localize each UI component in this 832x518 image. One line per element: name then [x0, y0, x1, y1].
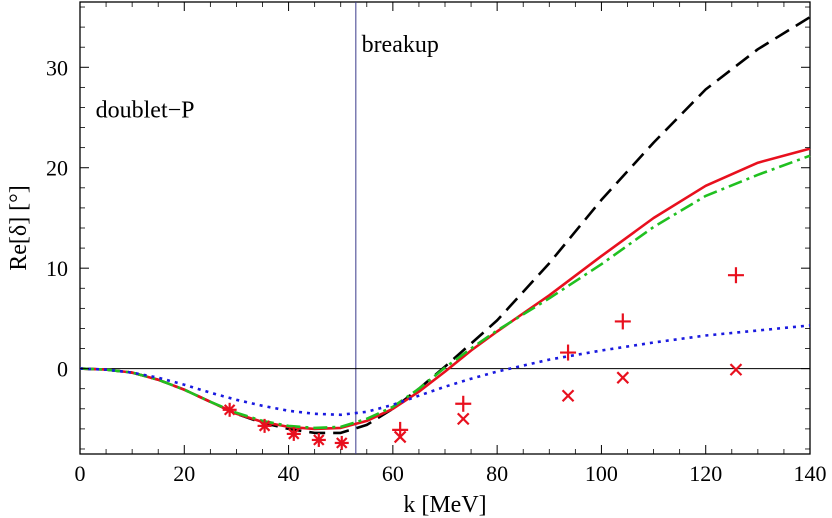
- y-tick-label: 0: [57, 357, 68, 382]
- marker-asterisk: [257, 418, 272, 433]
- x-axis-title: k [MeV]: [403, 492, 486, 518]
- marker-stroke: [456, 412, 470, 426]
- marker-asterisk: [311, 432, 326, 447]
- marker-asterisk: [286, 426, 301, 441]
- marker-stroke: [223, 404, 236, 416]
- series-blue-dotted: [79, 324, 811, 417]
- series-layer: [79, 15, 811, 435]
- marker-plus: [727, 267, 744, 284]
- reference-lines: [80, 2, 810, 454]
- marker-plus: [614, 313, 631, 330]
- y-tick-label: 20: [46, 156, 68, 181]
- annotation-breakup: breakup: [362, 32, 439, 58]
- series-green-dash-dot: [79, 154, 811, 430]
- x-tick-label: 80: [486, 461, 508, 486]
- x-tick-label: 60: [382, 461, 404, 486]
- y-axis-title: Re[δ] [°]: [6, 185, 32, 271]
- x-tick-label: 140: [794, 461, 827, 486]
- y-tick-label: 30: [46, 55, 68, 80]
- x-tick-label: 100: [585, 461, 618, 486]
- annotations: doublet−P breakup: [96, 32, 439, 123]
- x-tick-label: 0: [75, 461, 86, 486]
- marker-stroke: [561, 389, 575, 403]
- x-tick-label: 20: [173, 461, 195, 486]
- marker-stroke: [313, 434, 325, 446]
- x-tick-label: 40: [278, 461, 300, 486]
- marker-stroke: [336, 437, 348, 449]
- marker-cross: [616, 371, 630, 384]
- ticks: 0 20 40 60 80 100 120 140 0 10 20 30: [46, 2, 827, 486]
- marker-plus: [455, 395, 472, 412]
- marker-cross: [729, 363, 743, 376]
- marker-cross: [456, 412, 470, 426]
- plot-frame: [79, 1, 811, 455]
- marker-stroke: [258, 420, 271, 432]
- y-tick-label: 10: [46, 256, 68, 281]
- series-red-solid: [79, 147, 811, 431]
- x-tick-label: 120: [689, 461, 722, 486]
- marker-cross: [393, 430, 407, 444]
- marker-cross: [561, 389, 575, 403]
- marker-stroke: [288, 428, 300, 440]
- marker-asterisk: [334, 435, 349, 450]
- marker-plus: [560, 344, 577, 361]
- annotation-doublet-p: doublet−P: [96, 98, 195, 124]
- marker-stroke: [393, 430, 407, 444]
- marker-asterisk: [222, 402, 237, 417]
- marker-layer: [222, 267, 744, 450]
- marker-stroke: [729, 363, 743, 376]
- marker-stroke: [616, 371, 630, 384]
- marker-plus: [392, 421, 409, 438]
